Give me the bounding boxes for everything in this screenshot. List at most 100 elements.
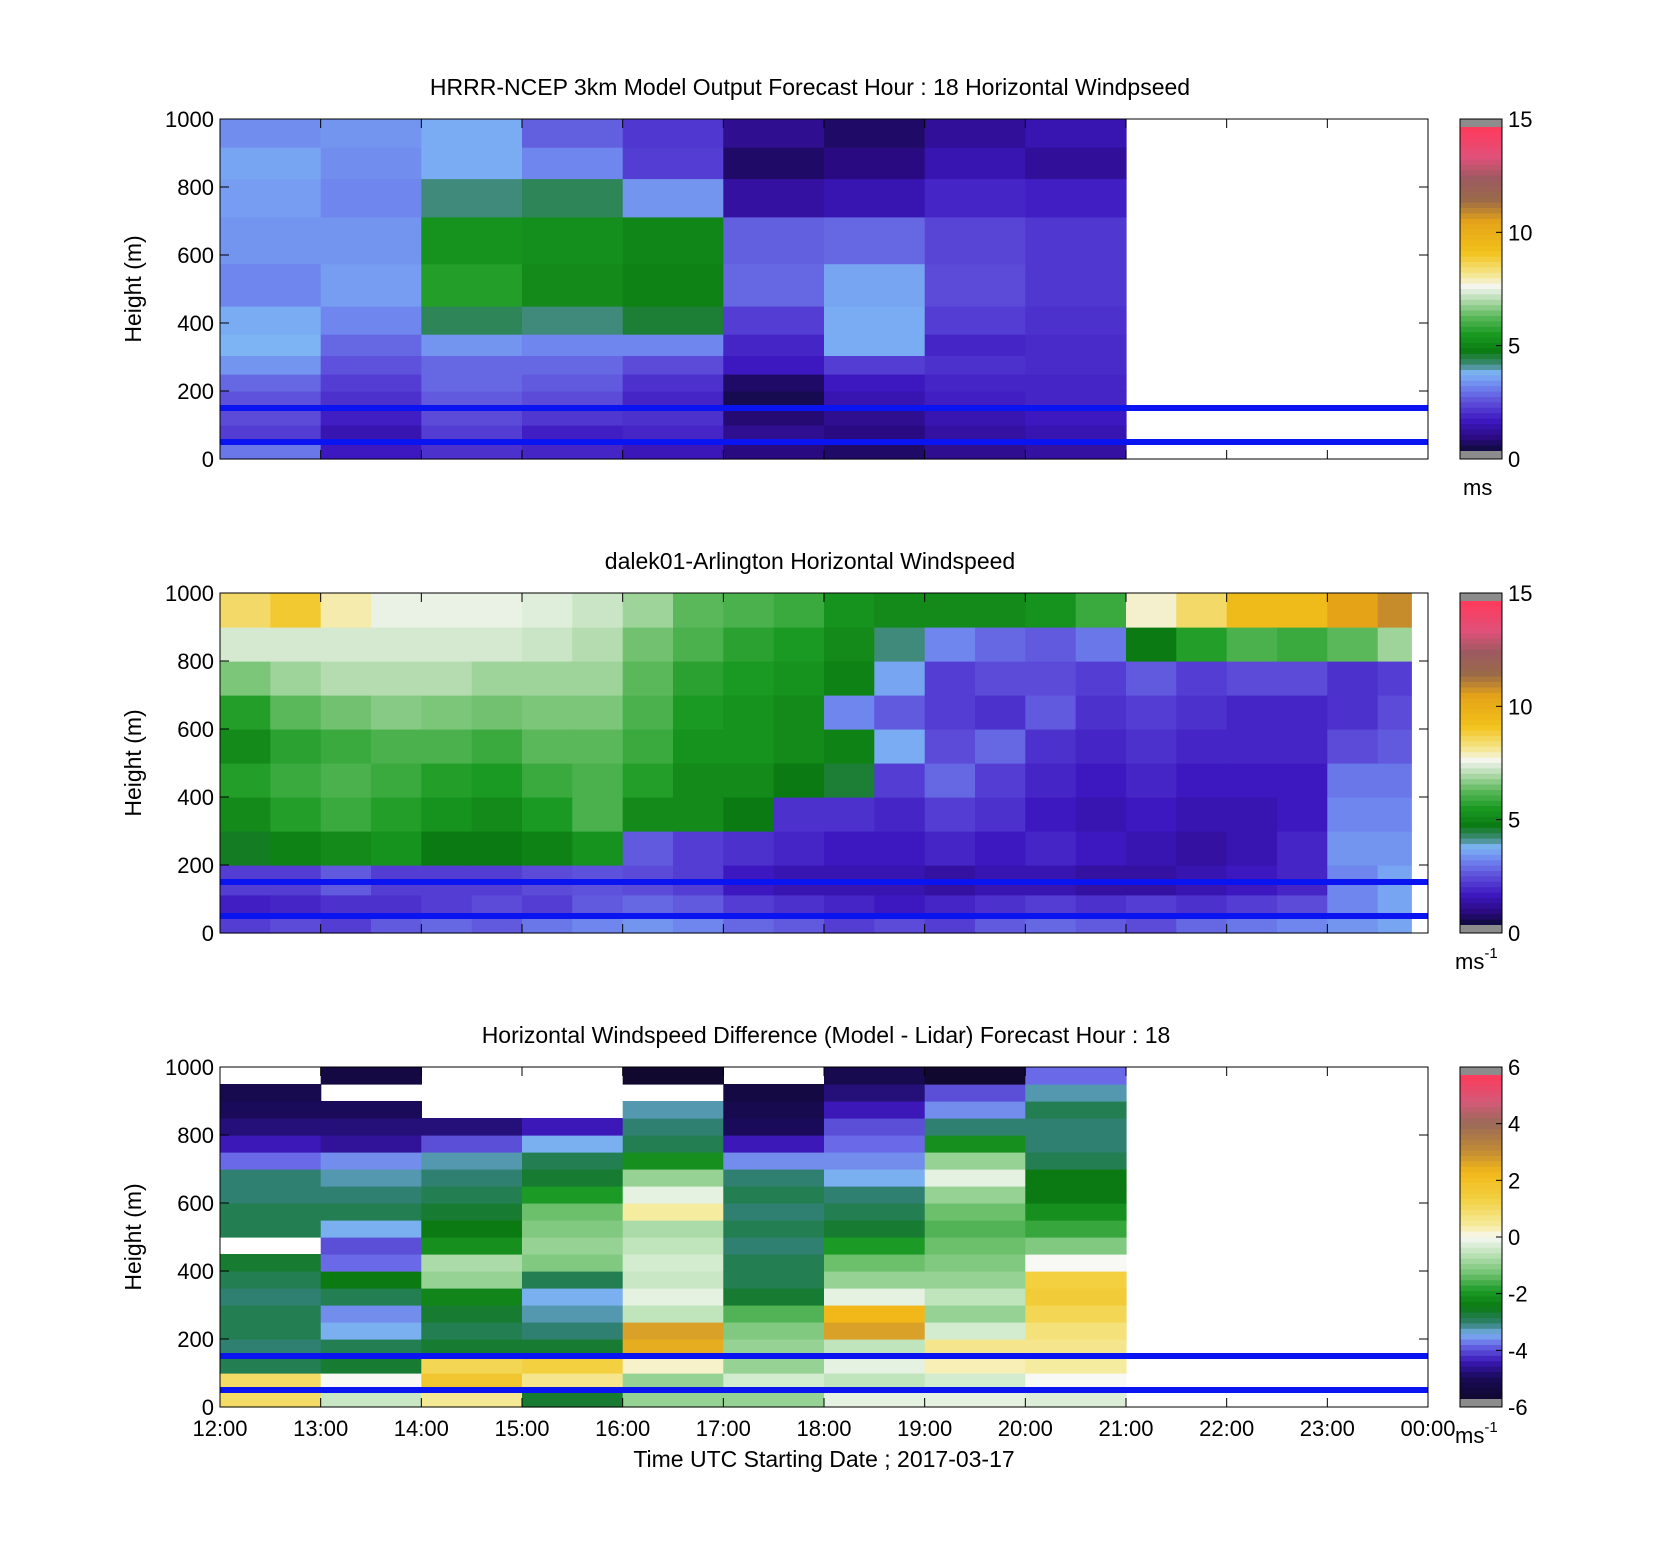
heatmap-cell — [924, 1373, 1026, 1391]
heatmap-cell — [723, 1186, 825, 1204]
heatmap-cell — [471, 729, 523, 764]
colorbar-swatch — [1460, 687, 1502, 694]
heatmap-cell — [1126, 894, 1177, 917]
heatmap-cell — [723, 1288, 825, 1306]
colorbar-swatch — [1460, 1328, 1502, 1335]
colorbar-overflow — [1460, 119, 1502, 127]
colorbar-swatch — [1460, 903, 1502, 910]
heatmap-cell — [1126, 661, 1177, 696]
heatmap-cell — [572, 627, 624, 662]
colorbar-swatch — [1460, 181, 1502, 187]
heatmap-cell — [723, 334, 825, 356]
heatmap-cell — [1176, 797, 1228, 832]
colorbar-swatch — [1460, 289, 1502, 295]
colorbar-tick-label: 4 — [1508, 1112, 1520, 1137]
colorbar-swatch — [1460, 375, 1502, 382]
heatmap-cell — [220, 627, 271, 662]
heatmap-cell — [421, 1254, 523, 1272]
heatmap-cell — [723, 216, 825, 265]
x-axis-ticks — [219, 119, 1429, 459]
heatmap-cell — [1327, 661, 1379, 696]
colorbar-swatch — [1460, 1350, 1502, 1357]
colorbar-swatch — [1460, 682, 1502, 688]
heatmap-cell — [1025, 627, 1077, 662]
heatmap-cell — [1025, 695, 1077, 730]
heatmap-cell — [824, 391, 926, 409]
colorbar-swatch — [1460, 628, 1502, 634]
heatmap-cell — [522, 334, 624, 356]
heatmap-cell — [421, 695, 473, 730]
heatmap-cell — [1327, 797, 1379, 832]
heatmap-cell — [723, 1254, 825, 1272]
heatmap-cell — [1277, 593, 1328, 628]
colorbar-swatch — [1460, 299, 1502, 306]
heatmap-cell — [622, 355, 724, 375]
heatmap-cell — [975, 916, 1026, 934]
heatmap-cell — [673, 894, 724, 917]
heatmap-cell — [270, 916, 322, 934]
heatmap-cell — [421, 425, 523, 443]
heatmap-cell — [824, 1203, 926, 1221]
heatmap-cell — [220, 1373, 322, 1391]
heatmap-cell — [1226, 729, 1278, 764]
colorbar-tick-label: 10 — [1508, 220, 1532, 245]
heatmap-cell — [1075, 695, 1127, 730]
heatmap-cell — [320, 627, 372, 662]
colorbar-tick-label: -6 — [1508, 1395, 1528, 1420]
colorbar-swatch — [1460, 714, 1502, 721]
heatmap-cell — [1025, 391, 1127, 409]
heatmap-cell — [320, 147, 422, 180]
heatmap-cell — [522, 1390, 624, 1408]
colorbar-swatch — [1460, 1291, 1502, 1297]
heatmap-cell — [522, 916, 573, 934]
colorbar-swatch — [1460, 326, 1502, 333]
colorbar-swatch — [1460, 817, 1502, 823]
heatmap-cell — [421, 1237, 523, 1255]
colorbar-swatch — [1460, 310, 1502, 317]
colorbar-swatch — [1460, 353, 1502, 360]
heatmap-cell — [320, 729, 372, 764]
heatmap-cell — [924, 355, 1026, 375]
heatmap-cell — [1025, 1254, 1127, 1272]
heatmap-cell — [320, 916, 372, 934]
heatmap-cell — [924, 263, 1026, 307]
heatmap-cell — [421, 408, 523, 426]
heatmap-cell — [220, 1356, 322, 1374]
colorbar-swatch — [1460, 418, 1502, 425]
heatmap-cell — [824, 894, 875, 917]
colorbar-swatch — [1460, 1220, 1502, 1227]
colorbar-swatch — [1460, 779, 1502, 786]
colorbar-swatch — [1460, 240, 1502, 247]
heatmap-cell — [1327, 695, 1379, 730]
heatmap-cell — [421, 1373, 523, 1391]
heatmap-cell — [924, 695, 976, 730]
heatmap-cell — [1176, 763, 1228, 798]
heatmap-cell — [471, 916, 523, 934]
colorbar-swatch — [1460, 1183, 1502, 1189]
colorbar-swatch — [1460, 773, 1502, 780]
x-tick-labels: 12:00 13:00 14:00 15:00 16:00 17:00 18:00 19:00… — [192, 1416, 1455, 1441]
colorbar-swatch — [1460, 343, 1502, 349]
heatmap-cell — [371, 831, 422, 866]
colorbar-unit-exponent: -1 — [1484, 945, 1497, 962]
heatmap-cell — [1126, 627, 1177, 662]
heatmap-cell — [270, 695, 322, 730]
heatmap-cell — [723, 442, 825, 460]
colorbar-swatch — [1460, 1096, 1502, 1103]
heatmap-cell — [471, 894, 523, 917]
heatmap-cell — [522, 1356, 624, 1374]
heatmap-cell — [723, 306, 825, 335]
heatmap-cell — [1327, 916, 1379, 934]
heatmap-cell — [421, 1220, 523, 1238]
heatmap-cell — [975, 661, 1026, 696]
colorbar-swatch — [1460, 213, 1502, 220]
heatmap-cell — [371, 729, 422, 764]
heatmap-cell — [824, 627, 875, 662]
y-axis: 0 200 400 600 800 1000 — [165, 581, 1428, 946]
heatmap-cell — [421, 831, 473, 866]
heatmap-cell — [773, 916, 825, 934]
heatmap-cell — [622, 1322, 724, 1340]
heatmap-cell — [1126, 729, 1177, 764]
colorbar-swatch — [1460, 1296, 1502, 1303]
heatmap-cell — [1025, 729, 1077, 764]
